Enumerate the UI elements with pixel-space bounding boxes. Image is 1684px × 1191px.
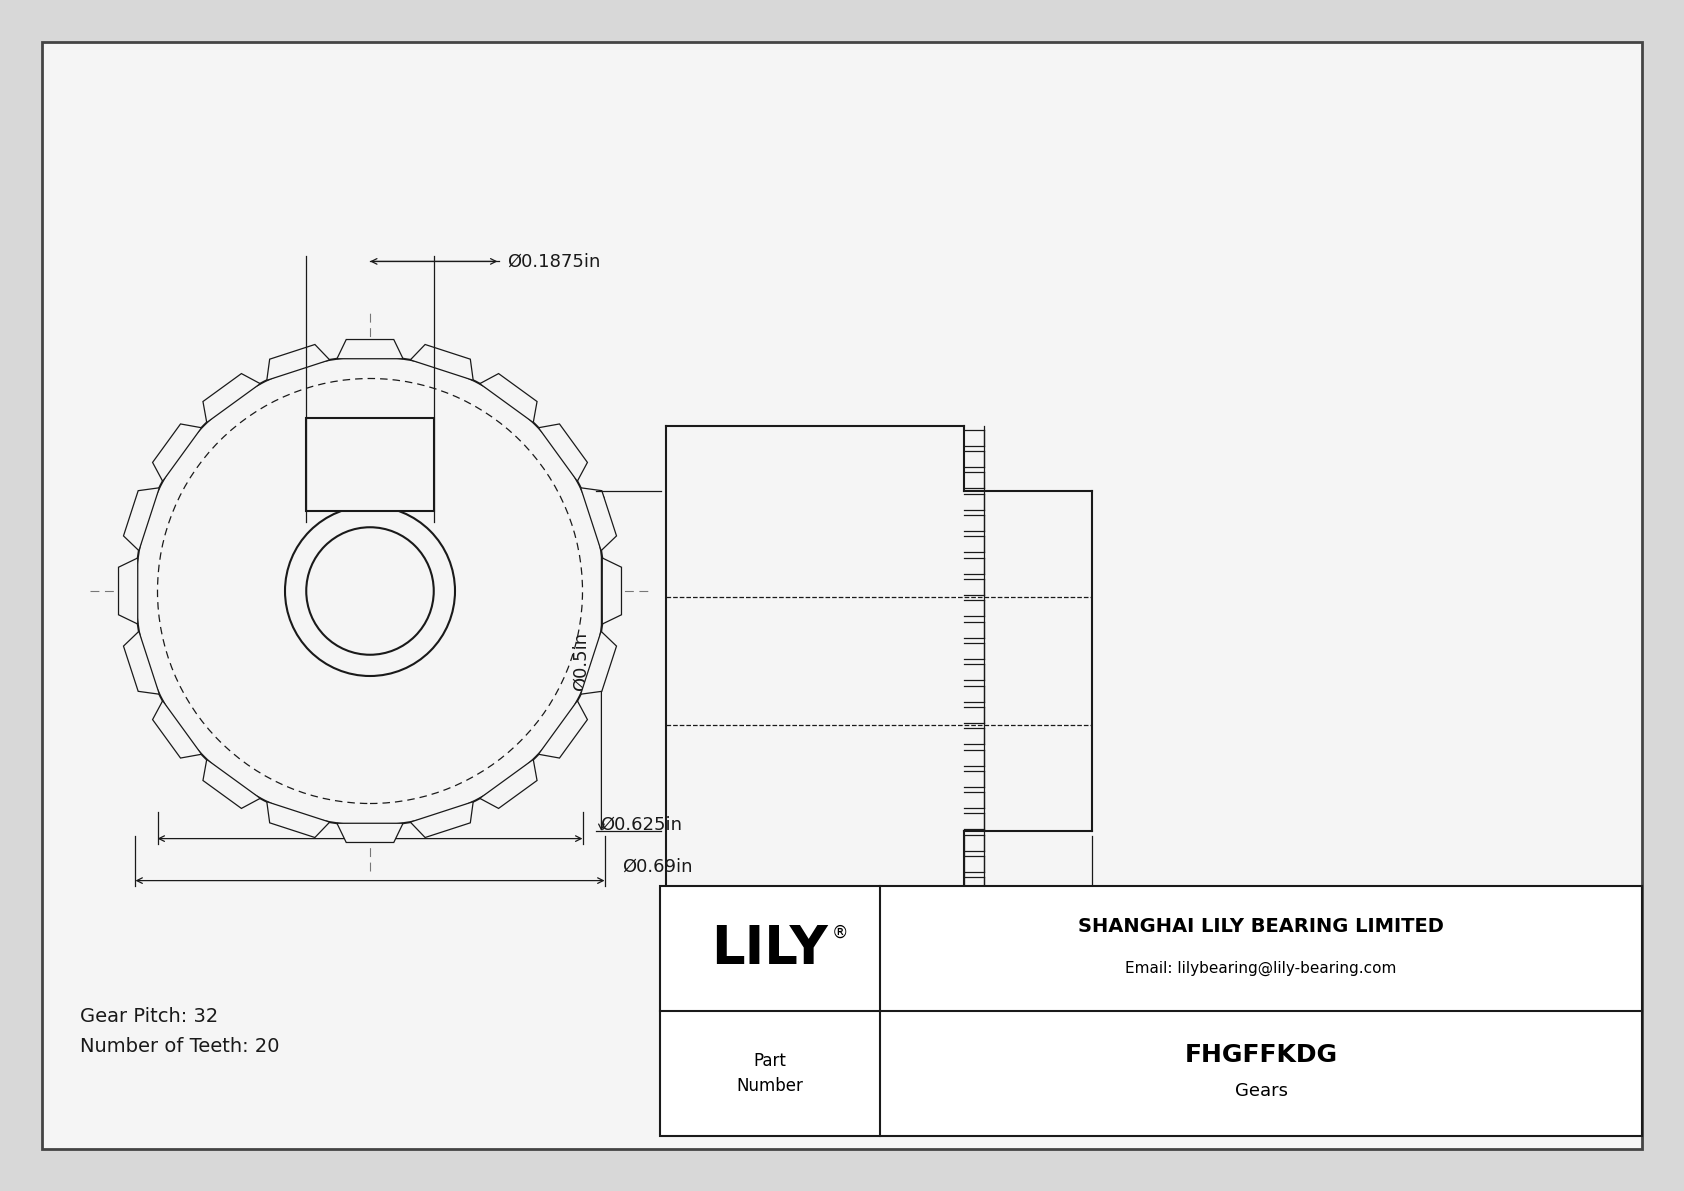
Polygon shape — [1484, 949, 1511, 972]
Text: Ø0.1875in: Ø0.1875in — [507, 252, 601, 270]
Text: FHGFFKDG: FHGFFKDG — [1184, 1043, 1337, 1067]
Polygon shape — [581, 631, 616, 694]
Ellipse shape — [1325, 934, 1544, 1073]
Polygon shape — [1436, 912, 1474, 934]
Polygon shape — [1283, 928, 1315, 952]
Text: Gears: Gears — [1234, 1083, 1288, 1100]
Polygon shape — [266, 802, 330, 837]
Text: ®: ® — [832, 923, 849, 942]
Polygon shape — [1339, 1041, 1374, 1058]
Polygon shape — [153, 424, 202, 481]
Circle shape — [135, 356, 605, 825]
Polygon shape — [1495, 969, 1512, 992]
Circle shape — [306, 528, 434, 655]
Polygon shape — [480, 374, 537, 423]
Polygon shape — [1465, 928, 1497, 952]
Text: LILY: LILY — [712, 923, 829, 974]
Polygon shape — [1465, 1011, 1497, 1034]
Ellipse shape — [1280, 911, 1500, 1050]
Polygon shape — [266, 344, 330, 380]
Polygon shape — [1389, 981, 1544, 1073]
Polygon shape — [1372, 903, 1408, 915]
Ellipse shape — [1378, 973, 1403, 989]
Text: Ø0.69in: Ø0.69in — [623, 858, 694, 875]
Text: Part
Number: Part Number — [736, 1052, 803, 1095]
Text: Ø0.625in: Ø0.625in — [601, 816, 682, 834]
Polygon shape — [581, 488, 616, 550]
Text: 0.188in: 0.188in — [994, 924, 1063, 942]
Polygon shape — [123, 488, 160, 550]
Text: Ø0.5in: Ø0.5in — [571, 631, 589, 691]
Polygon shape — [539, 700, 588, 757]
Text: SHANGHAI LILY BEARING LIMITED: SHANGHAI LILY BEARING LIMITED — [1078, 917, 1443, 936]
Polygon shape — [1283, 1011, 1315, 1034]
Polygon shape — [204, 374, 261, 423]
Polygon shape — [337, 823, 402, 842]
Polygon shape — [480, 760, 537, 809]
Polygon shape — [411, 344, 473, 380]
Polygon shape — [1372, 1048, 1408, 1059]
Polygon shape — [1436, 1028, 1474, 1049]
Polygon shape — [1268, 969, 1285, 992]
Text: Email: lilybearing@lily-bearing.com: Email: lilybearing@lily-bearing.com — [1125, 961, 1396, 977]
Polygon shape — [411, 802, 473, 837]
Polygon shape — [1270, 991, 1295, 1014]
Polygon shape — [1270, 949, 1295, 972]
Polygon shape — [539, 424, 588, 481]
Circle shape — [285, 506, 455, 676]
Bar — [306, 418, 434, 511]
Polygon shape — [1404, 1041, 1442, 1058]
Text: 0.438in: 0.438in — [791, 962, 859, 980]
Polygon shape — [1339, 904, 1374, 921]
Polygon shape — [1404, 904, 1442, 921]
Polygon shape — [337, 339, 402, 358]
Polygon shape — [1307, 1028, 1344, 1049]
Polygon shape — [603, 557, 621, 624]
Ellipse shape — [1357, 960, 1423, 1002]
Polygon shape — [118, 557, 138, 624]
Bar — [660, 886, 1642, 1136]
Polygon shape — [1307, 912, 1344, 934]
Text: Number of Teeth: 20: Number of Teeth: 20 — [81, 1036, 280, 1055]
Polygon shape — [204, 760, 261, 809]
Polygon shape — [153, 700, 202, 757]
Polygon shape — [1484, 991, 1511, 1014]
Polygon shape — [123, 631, 160, 694]
Text: Gear Pitch: 32: Gear Pitch: 32 — [81, 1006, 219, 1025]
